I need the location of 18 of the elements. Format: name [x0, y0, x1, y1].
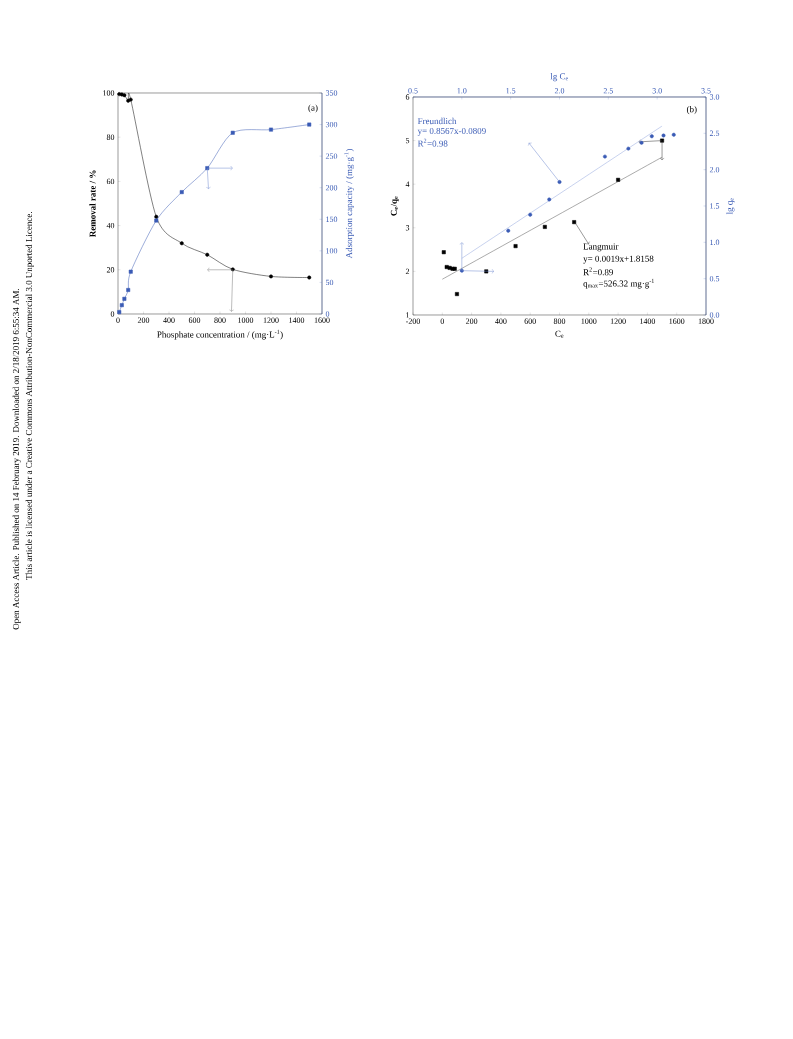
text: This article is licensed under a Creative Commons Attribution-NonCommercial 3.0 Unported Licence. — [25, 212, 34, 580]
y2-axis-title: Adsorption capacity / (mg·g$^{-1}$) — [344, 148, 355, 259]
annotation: (b) — [686, 106, 697, 115]
y-axis-title: C$_{e}$/q$_{e}$ — [390, 196, 399, 216]
annotation: R$^{2}$=0.89 — [583, 267, 613, 276]
x-axis-title: lg C$_{e}$ — [550, 73, 568, 82]
x-axis-title: C$_{e}$ — [555, 330, 564, 338]
annotation: Freundlich — [417, 117, 457, 125]
annotation: q$_{max}$=526.32 mg·g$^{-1}$ — [583, 278, 654, 289]
y-axis-title: Removal rate / % — [89, 170, 96, 238]
annotation: R$^{2}$=0.98 — [417, 138, 448, 147]
y-axis-title: lg q$_{e}$ — [726, 198, 735, 215]
annotation: y= 0.8567x-0.0809 — [417, 127, 486, 136]
text: Open Access Article. Published on 14 February 2019. Downloaded on 2/18/2019 6:55:34 AM. — [12, 288, 21, 630]
annotation: Langmuir — [583, 243, 619, 252]
annotation: y= 0.0019x+1.8158 — [583, 255, 654, 264]
x-axis-title: Phosphate concentration / (mg·L$^{-1}$) — [157, 329, 283, 340]
annotation: (a) — [308, 104, 318, 113]
